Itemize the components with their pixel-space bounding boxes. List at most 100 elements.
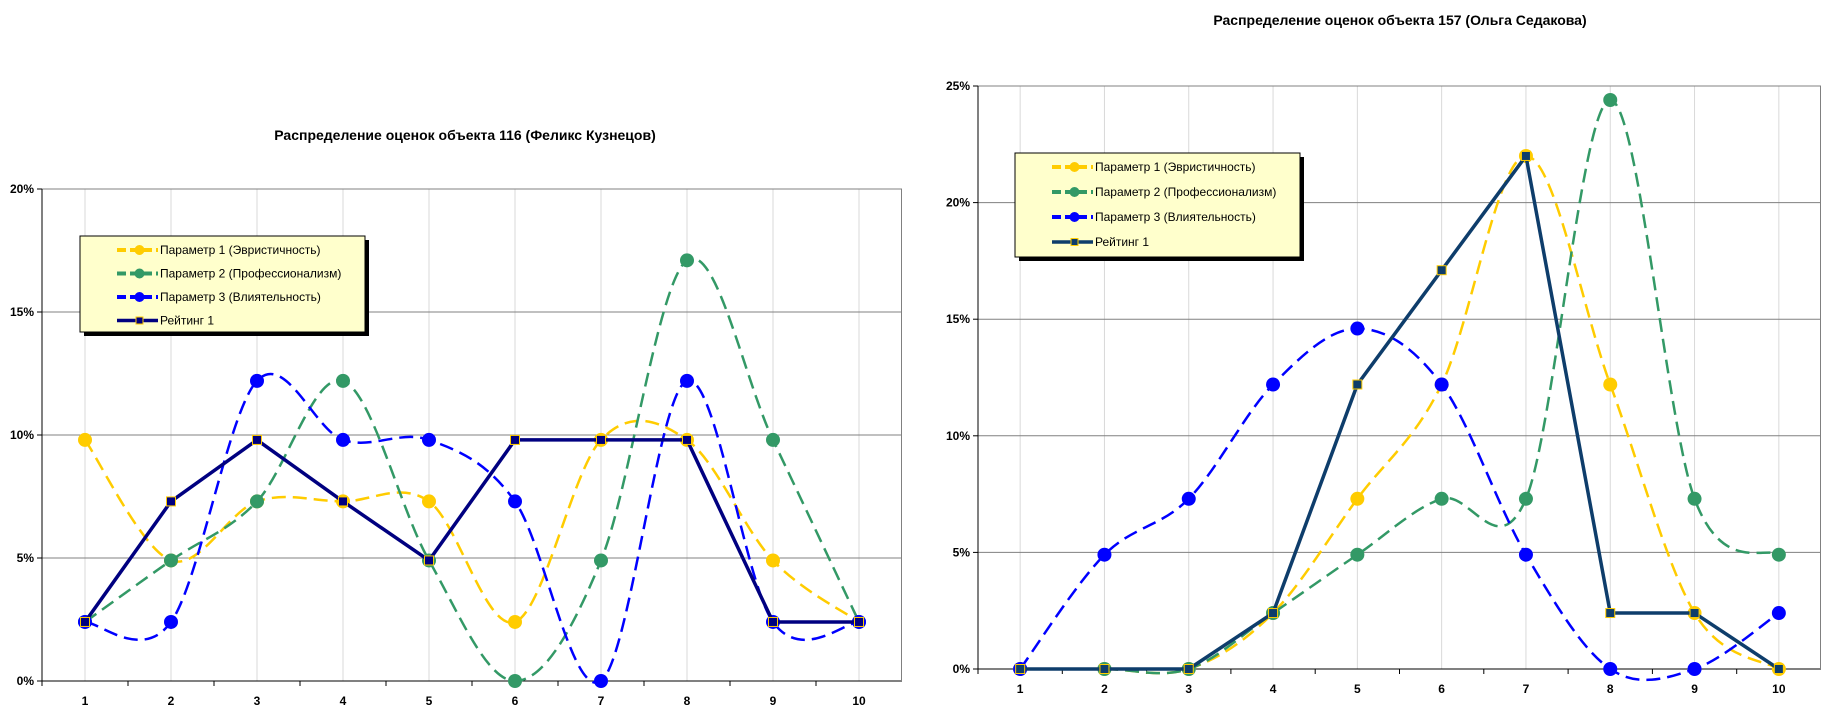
data-point <box>164 614 178 629</box>
series-line <box>83 438 859 624</box>
data-point <box>1687 491 1702 506</box>
series-line <box>83 419 860 624</box>
data-point <box>1350 321 1365 336</box>
data-point <box>1434 491 1449 506</box>
y-tick-label: 20% <box>10 182 34 196</box>
x-tick-label: 2 <box>168 694 175 708</box>
x-tick-label: 4 <box>1270 682 1277 696</box>
y-tick-label: 20% <box>946 196 970 210</box>
data-point <box>594 674 608 688</box>
y-tick-label: 5% <box>953 545 971 559</box>
legend-label: Параметр 1 (Эвристичность) <box>1095 160 1256 174</box>
x-tick-label: 2 <box>1101 682 1108 696</box>
x-tick-label: 5 <box>426 694 433 708</box>
data-point <box>80 616 90 627</box>
data-point <box>1181 491 1196 506</box>
data-point <box>1434 377 1449 392</box>
x-tick-label: 6 <box>512 694 519 708</box>
data-point <box>854 616 864 627</box>
series-line <box>1020 154 1780 671</box>
chart-title: Распределение оценок объекта 116 (Феликс… <box>274 127 655 143</box>
x-tick-label: 5 <box>1354 682 1361 696</box>
data-point <box>596 434 606 445</box>
data-point <box>508 674 522 688</box>
data-point <box>1266 377 1281 392</box>
data-point <box>1518 547 1533 562</box>
x-tick-label: 10 <box>1772 682 1786 696</box>
x-tick-label: 9 <box>770 694 777 708</box>
data-point <box>166 496 176 507</box>
data-point <box>250 373 264 388</box>
data-point <box>1436 265 1447 276</box>
x-tick-label: 6 <box>1438 682 1445 696</box>
series-line <box>84 257 861 683</box>
series-line <box>1019 327 1780 682</box>
data-point <box>252 434 262 445</box>
legend: Параметр 1 (Эвристичность) Параметр 2 (Пр… <box>79 235 369 336</box>
legend-label: Параметр 3 (Влиятельность) <box>160 290 321 304</box>
data-point <box>508 614 522 629</box>
y-tick-label: 15% <box>946 312 970 326</box>
data-point <box>1350 547 1365 562</box>
data-point <box>680 373 694 388</box>
x-tick-label: 4 <box>340 694 347 708</box>
x-tick-label: 3 <box>254 694 261 708</box>
data-point <box>1518 491 1533 506</box>
legend-marker <box>135 316 144 325</box>
data-point <box>1520 150 1531 161</box>
data-point <box>336 432 350 447</box>
y-tick-label: 10% <box>946 429 970 443</box>
legend-label: Параметр 3 (Влиятельность) <box>1095 210 1256 224</box>
data-point <box>422 432 436 447</box>
x-tick-label: 7 <box>1523 682 1530 696</box>
chart-1: Распределение оценок объекта 116 (Феликс… <box>10 127 902 708</box>
data-point <box>1603 662 1618 676</box>
legend-marker <box>1069 212 1080 222</box>
y-tick-label: 25% <box>946 79 970 93</box>
legend-box <box>1014 152 1301 258</box>
x-tick-label: 9 <box>1691 682 1698 696</box>
x-tick-label: 8 <box>684 694 691 708</box>
x-tick-label: 8 <box>1607 682 1614 696</box>
data-point <box>164 553 178 568</box>
series-4 <box>1015 150 1784 674</box>
data-point <box>680 253 694 268</box>
series-line <box>84 372 860 684</box>
legend-marker <box>134 268 145 279</box>
legend-marker <box>1069 187 1080 197</box>
y-tick-label: 15% <box>10 305 34 319</box>
legend-marker <box>134 292 145 302</box>
x-tick-label: 3 <box>1185 682 1192 696</box>
data-point <box>1268 608 1279 619</box>
chart-title: Распределение оценок объекта 157 (Ольга … <box>1213 12 1586 28</box>
legend-label: Параметр 1 (Эвристичность) <box>160 243 321 257</box>
data-point <box>336 373 350 388</box>
legend-box <box>79 235 366 333</box>
legend-marker <box>1070 238 1079 246</box>
data-point <box>1352 379 1363 390</box>
data-point <box>1603 92 1618 107</box>
x-tick-label: 1 <box>1017 682 1024 696</box>
data-point <box>594 553 608 568</box>
legend-label: Рейтинг 1 <box>1095 235 1149 249</box>
y-tick-label: 0% <box>17 674 35 688</box>
legend-marker <box>134 245 145 255</box>
data-point <box>1771 606 1786 621</box>
data-point <box>422 494 436 509</box>
x-tick-label: 10 <box>852 694 866 708</box>
data-point <box>1015 664 1026 674</box>
legend-marker <box>1069 162 1080 172</box>
data-point <box>1603 377 1618 392</box>
data-point <box>1771 547 1786 562</box>
data-point <box>1687 662 1702 676</box>
data-point <box>1099 664 1110 674</box>
legend-label: Параметр 2 (Профессионализм) <box>1095 185 1276 199</box>
legend: Параметр 1 (Эвристичность) Параметр 2 (Пр… <box>1014 152 1304 261</box>
data-point <box>768 616 778 627</box>
data-point <box>78 432 92 447</box>
data-point <box>766 432 780 447</box>
data-point <box>1097 547 1112 562</box>
data-point <box>338 496 348 507</box>
chart-2: Распределение оценок объекта 157 (Ольга … <box>946 12 1821 696</box>
